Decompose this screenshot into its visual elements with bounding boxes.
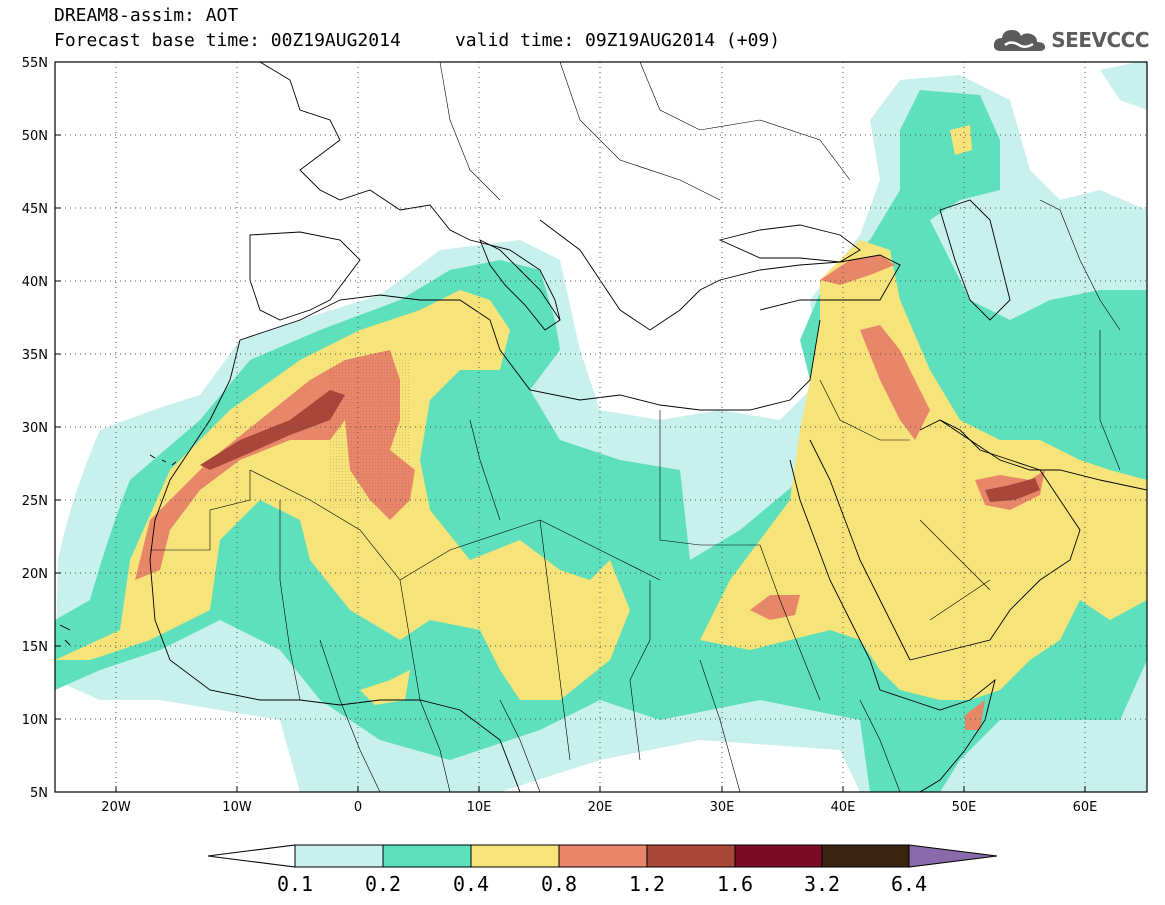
lon-label: 60E [1073, 800, 1098, 815]
latitude-labels: 55N 50N 45N 40N 35N 30N 25N 20N 15N 10N … [22, 56, 48, 801]
lat-label: 5N [30, 786, 48, 801]
lat-label: 55N [22, 56, 48, 71]
lat-label: 45N [22, 202, 48, 217]
lon-label: 50E [952, 800, 977, 815]
coastlines [59, 62, 1147, 792]
lat-label: 15N [22, 640, 48, 655]
colorbar-segment [734, 844, 823, 868]
colorbar-label: 0.1 [276, 872, 314, 896]
lat-label: 30N [22, 421, 48, 436]
colorbar-segment [821, 844, 910, 868]
colorbar-under-arrow [207, 844, 296, 868]
colorbar-over-arrow [908, 844, 998, 868]
lon-label: 20E [588, 800, 613, 815]
colorbar-segment [382, 844, 472, 868]
colorbar [207, 844, 998, 868]
seevccc-logo: SEEVCCC [993, 24, 1149, 56]
colorbar-label: 0.8 [540, 872, 578, 896]
colorbar-segment [646, 844, 736, 868]
lon-label: 10E [467, 800, 492, 815]
colorbar-label: 0.2 [364, 872, 402, 896]
lon-label: 30E [710, 800, 735, 815]
country-borders [150, 62, 1121, 792]
lon-label: 40E [831, 800, 856, 815]
logo-text: SEEVCCC [1051, 28, 1149, 52]
aot-level-1.2 [200, 390, 1040, 502]
colorbar-label: 1.2 [628, 872, 666, 896]
lat-label: 50N [22, 129, 48, 144]
aot-fields [55, 62, 1147, 792]
lat-label: 35N [22, 348, 48, 363]
colorbar-label: 0.4 [452, 872, 490, 896]
lat-label: 20N [22, 567, 48, 582]
colorbar-label: 3.2 [803, 872, 841, 896]
colorbar-segment [470, 844, 560, 868]
lat-label: 40N [22, 275, 48, 290]
lon-label: 10W [222, 800, 252, 815]
colorbar-segment [558, 844, 648, 868]
colorbar-label: 1.6 [716, 872, 754, 896]
lon-label: 0 [354, 800, 362, 815]
lat-label: 25N [22, 494, 48, 509]
colorbar-label: 6.4 [890, 872, 928, 896]
colorbar-segment [294, 844, 384, 868]
lat-lon-grid [55, 62, 1147, 792]
longitude-labels: 20W 10W 0 10E 20E 30E 40E 50E 60E [101, 800, 1097, 815]
axis-ticks [55, 134, 1086, 792]
forecast-time: Forecast base time: 00Z19AUG2014 valid t… [54, 30, 781, 51]
lon-label: 20W [101, 800, 131, 815]
cloud-icon [994, 30, 1046, 51]
lat-label: 10N [22, 713, 48, 728]
map-title: DREAM8-assim: AOT [54, 5, 239, 26]
